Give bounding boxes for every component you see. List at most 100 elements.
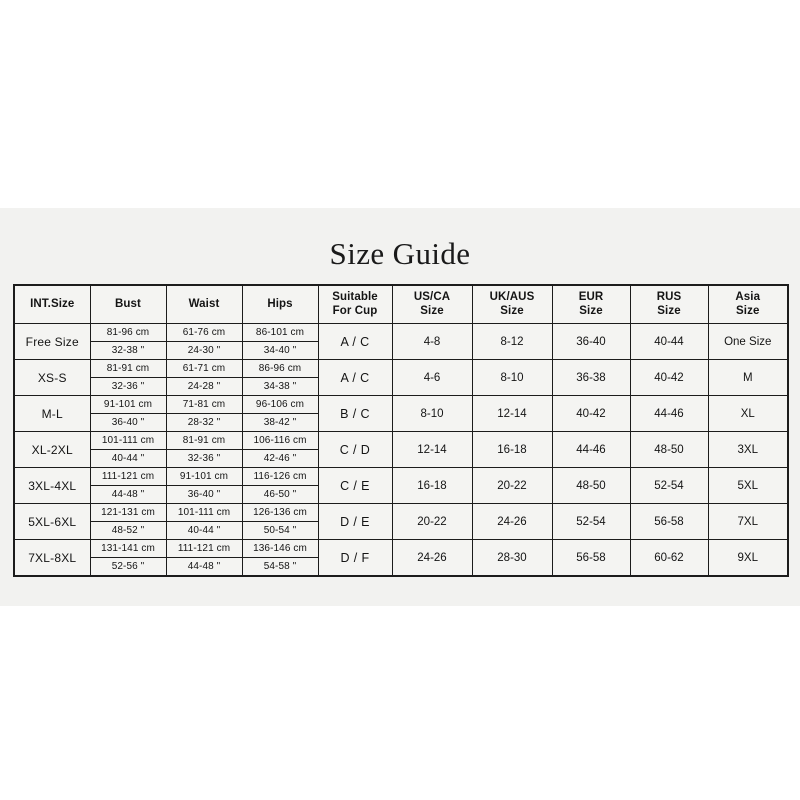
header-line-2: Size xyxy=(657,304,681,317)
table-body: Free Size 81-96 cm 32-38 " 61-76 cm 24-3… xyxy=(13,323,789,577)
cell-bust-cm: 131-141 cm xyxy=(90,540,166,558)
cell-ukaus: 8-12 xyxy=(471,323,553,360)
cell-eur: 44-46 xyxy=(551,431,631,468)
cell-waist-cm: 91-101 cm xyxy=(166,468,242,486)
cell-waist-in: 36-40 " xyxy=(187,489,221,500)
column-header-waist: Waist xyxy=(165,284,243,324)
cell-waist-cm: 61-71 cm xyxy=(166,360,242,378)
header-line-2: Size xyxy=(736,304,760,317)
column-header-us-ca-size: US/CA Size xyxy=(391,284,473,324)
cell-usca: 4-6 xyxy=(391,359,473,396)
cell-eur: 48-50 xyxy=(551,467,631,504)
cell-waist: 81-91 cm 32-36 " xyxy=(165,431,243,468)
cell-rus: 52-54 xyxy=(629,467,709,504)
cell-bust: 91-101 cm 36-40 " xyxy=(89,395,167,432)
cell-cup: D / F xyxy=(317,539,393,577)
size-table-container: INT.Size Bust Waist Hips Suitable For Cu… xyxy=(13,284,789,577)
cell-asia: One Size xyxy=(707,323,789,360)
cell-eur: 56-58 xyxy=(551,539,631,577)
cell-ukaus: 16-18 xyxy=(471,431,553,468)
cell-bust-cm: 111-121 cm xyxy=(90,468,166,486)
cell-bust-in: 40-44 " xyxy=(111,453,145,464)
cell-ukaus: 12-14 xyxy=(471,395,553,432)
cell-waist-cm: 81-91 cm xyxy=(166,432,242,450)
cell-int-size: XL-2XL xyxy=(13,431,91,468)
cell-waist-cm: 111-121 cm xyxy=(166,540,242,558)
cell-hips-cm: 116-126 cm xyxy=(242,468,318,486)
cell-bust: 121-131 cm 48-52 " xyxy=(89,503,167,540)
cell-hips-in: 42-46 " xyxy=(263,453,297,464)
cell-hips: 136-146 cm 54-58 " xyxy=(241,539,319,577)
table-row: 3XL-4XL 111-121 cm 44-48 " 91-101 cm 36-… xyxy=(13,467,789,504)
cell-waist: 101-111 cm 40-44 " xyxy=(165,503,243,540)
cell-hips-cm: 96-106 cm xyxy=(242,396,318,414)
cell-int-size: 7XL-8XL xyxy=(13,539,91,577)
size-guide-panel: Size Guide INT.Size Bust Waist Hips Suit… xyxy=(0,208,800,606)
cell-hips-cm: 136-146 cm xyxy=(242,540,318,558)
cell-bust-in: 32-38 " xyxy=(111,345,145,356)
cell-waist: 91-101 cm 36-40 " xyxy=(165,467,243,504)
cell-bust-cm: 121-131 cm xyxy=(90,504,166,522)
cell-bust-in: 36-40 " xyxy=(111,417,145,428)
cell-rus: 44-46 xyxy=(629,395,709,432)
cell-waist-in: 40-44 " xyxy=(187,525,221,536)
cell-waist: 61-76 cm 24-30 " xyxy=(165,323,243,360)
cell-ukaus: 8-10 xyxy=(471,359,553,396)
cell-bust-in: 44-48 " xyxy=(111,489,145,500)
cell-hips: 96-106 cm 38-42 " xyxy=(241,395,319,432)
cell-hips: 106-116 cm 42-46 " xyxy=(241,431,319,468)
cell-usca: 8-10 xyxy=(391,395,473,432)
cell-hips-cm: 86-101 cm xyxy=(242,324,318,342)
cell-asia: 9XL xyxy=(707,539,789,577)
cell-cup: A / C xyxy=(317,323,393,360)
cell-hips: 86-96 cm 34-38 " xyxy=(241,359,319,396)
cell-cup: C / E xyxy=(317,467,393,504)
cell-usca: 24-26 xyxy=(391,539,473,577)
cell-eur: 52-54 xyxy=(551,503,631,540)
size-chart-table: INT.Size Bust Waist Hips Suitable For Cu… xyxy=(13,284,789,577)
header-line-1: UK/AUS xyxy=(489,290,535,303)
cell-ukaus: 20-22 xyxy=(471,467,553,504)
cell-hips-cm: 86-96 cm xyxy=(242,360,318,378)
column-header-hips: Hips xyxy=(241,284,319,324)
header-line-2: For Cup xyxy=(332,304,378,317)
cell-int-size: M-L xyxy=(13,395,91,432)
cell-waist-cm: 71-81 cm xyxy=(166,396,242,414)
cell-rus: 40-44 xyxy=(629,323,709,360)
cell-bust-cm: 81-91 cm xyxy=(90,360,166,378)
cell-cup: A / C xyxy=(317,359,393,396)
table-row: XL-2XL 101-111 cm 40-44 " 81-91 cm 32-36… xyxy=(13,431,789,468)
header-line-2: Size xyxy=(579,304,603,317)
table-row: M-L 91-101 cm 36-40 " 71-81 cm 28-32 " 9… xyxy=(13,395,789,432)
cell-bust: 131-141 cm 52-56 " xyxy=(89,539,167,577)
cell-hips-in: 34-38 " xyxy=(263,381,297,392)
header-line-1: Asia xyxy=(735,290,761,303)
header-line-2: Size xyxy=(500,304,524,317)
cell-usca: 16-18 xyxy=(391,467,473,504)
cell-asia: 5XL xyxy=(707,467,789,504)
cell-hips-in: 50-54 " xyxy=(263,525,297,536)
column-header-rus-size: RUS Size xyxy=(629,284,709,324)
cell-hips: 86-101 cm 34-40 " xyxy=(241,323,319,360)
cell-hips-in: 38-42 " xyxy=(263,417,297,428)
cell-int-size: 5XL-6XL xyxy=(13,503,91,540)
cell-bust-in: 48-52 " xyxy=(111,525,145,536)
column-header-eur-size: EUR Size xyxy=(551,284,631,324)
cell-waist: 111-121 cm 44-48 " xyxy=(165,539,243,577)
table-row: 7XL-8XL 131-141 cm 52-56 " 111-121 cm 44… xyxy=(13,539,789,577)
cell-bust-cm: 101-111 cm xyxy=(90,432,166,450)
page-title: Size Guide xyxy=(329,236,471,271)
cell-int-size: Free Size xyxy=(13,323,91,360)
header-line-1: Suitable xyxy=(332,290,378,303)
cell-rus: 56-58 xyxy=(629,503,709,540)
cell-bust: 81-91 cm 32-36 " xyxy=(89,359,167,396)
header-line-2: Size xyxy=(420,304,444,317)
cell-hips-in: 54-58 " xyxy=(263,561,297,572)
cell-bust: 81-96 cm 32-38 " xyxy=(89,323,167,360)
cell-asia: 3XL xyxy=(707,431,789,468)
cell-hips-in: 34-40 " xyxy=(263,345,297,356)
cell-asia: XL xyxy=(707,395,789,432)
cell-bust-cm: 81-96 cm xyxy=(90,324,166,342)
cell-cup: D / E xyxy=(317,503,393,540)
